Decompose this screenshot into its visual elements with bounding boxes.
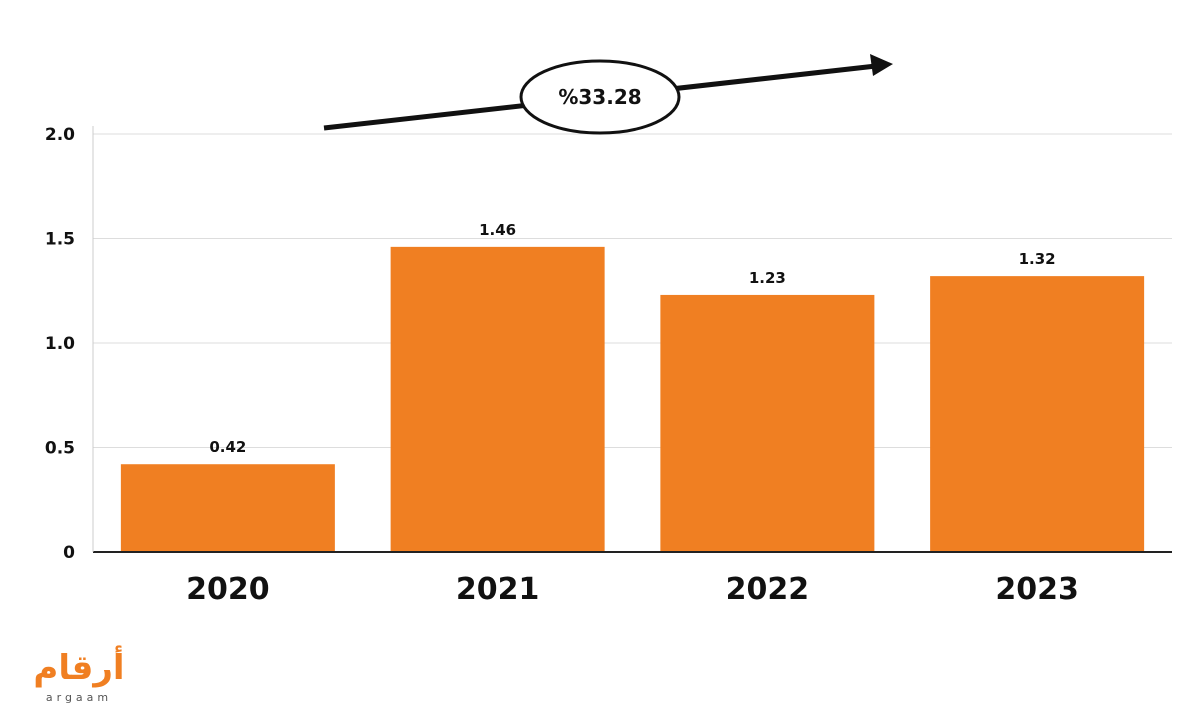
bar-2022 — [660, 294, 875, 552]
bar-2020 — [120, 464, 335, 552]
x-tick-label-2021: 2021 — [456, 572, 540, 607]
y-tick-label: 0.5 — [45, 439, 75, 459]
data-label-2020: 0.42 — [209, 438, 246, 456]
y-axis-ticks: 0 0.5 1.0 1.5 2.0 — [45, 125, 75, 563]
data-labels: 0.42 1.46 1.23 1.32 — [209, 221, 1055, 456]
growth-ellipse — [519, 59, 681, 135]
x-tick-label-2023: 2023 — [995, 572, 1079, 607]
growth-label: %33.28 — [558, 85, 641, 109]
argaam-logo: أرقام argaam — [33, 645, 124, 704]
growth-arrow-head — [870, 54, 893, 76]
growth-annotation: %33.28 — [323, 54, 893, 135]
data-label-2021: 1.46 — [479, 221, 516, 239]
bar-2023 — [930, 276, 1145, 552]
y-tick-label: 1.0 — [45, 334, 75, 354]
x-axis-ticks: 2020 2021 2022 2023 — [186, 572, 1079, 607]
bar-2021 — [390, 246, 605, 553]
y-tick-label: 0 — [63, 543, 75, 563]
logo-latin-text: argaam — [46, 691, 112, 704]
logo-arabic-text: أرقام — [33, 645, 124, 688]
x-tick-label-2020: 2020 — [186, 572, 270, 607]
x-tick-label-2022: 2022 — [726, 572, 810, 607]
y-tick-label: 1.5 — [45, 230, 75, 250]
data-label-2022: 1.23 — [749, 269, 786, 287]
y-tick-label: 2.0 — [45, 125, 75, 145]
bars — [120, 246, 1145, 553]
data-label-2023: 1.32 — [1019, 250, 1056, 268]
